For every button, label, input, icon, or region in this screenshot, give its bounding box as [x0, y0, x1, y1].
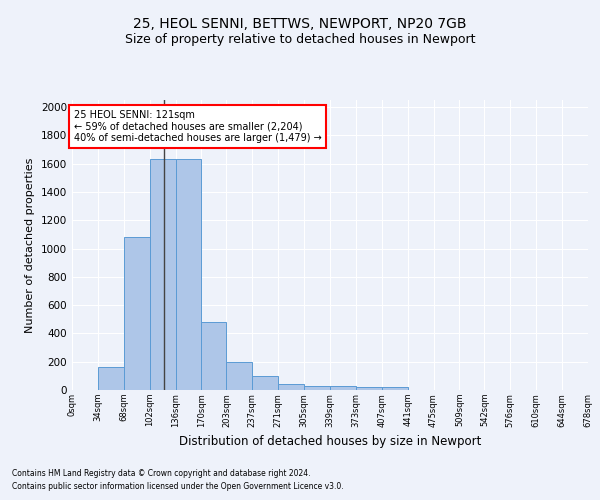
Bar	[176, 160, 202, 390]
Text: 25, HEOL SENNI, BETTWS, NEWPORT, NP20 7GB: 25, HEOL SENNI, BETTWS, NEWPORT, NP20 7G…	[133, 18, 467, 32]
Bar	[202, 322, 226, 390]
Y-axis label: Number of detached properties: Number of detached properties	[25, 158, 35, 332]
Text: 25 HEOL SENNI: 121sqm
← 59% of detached houses are smaller (2,204)
40% of semi-d: 25 HEOL SENNI: 121sqm ← 59% of detached …	[74, 110, 321, 143]
Text: Contains public sector information licensed under the Open Government Licence v3: Contains public sector information licen…	[12, 482, 344, 491]
X-axis label: Distribution of detached houses by size in Newport: Distribution of detached houses by size …	[179, 435, 481, 448]
Bar	[304, 386, 330, 390]
Bar	[382, 387, 407, 390]
Bar	[278, 384, 304, 390]
Bar	[253, 376, 278, 390]
Text: Size of property relative to detached houses in Newport: Size of property relative to detached ho…	[125, 32, 475, 46]
Bar	[330, 386, 356, 390]
Bar	[98, 368, 124, 390]
Bar	[149, 160, 176, 390]
Bar	[356, 387, 382, 390]
Bar	[226, 362, 253, 390]
Text: Contains HM Land Registry data © Crown copyright and database right 2024.: Contains HM Land Registry data © Crown c…	[12, 468, 311, 477]
Bar	[124, 237, 149, 390]
